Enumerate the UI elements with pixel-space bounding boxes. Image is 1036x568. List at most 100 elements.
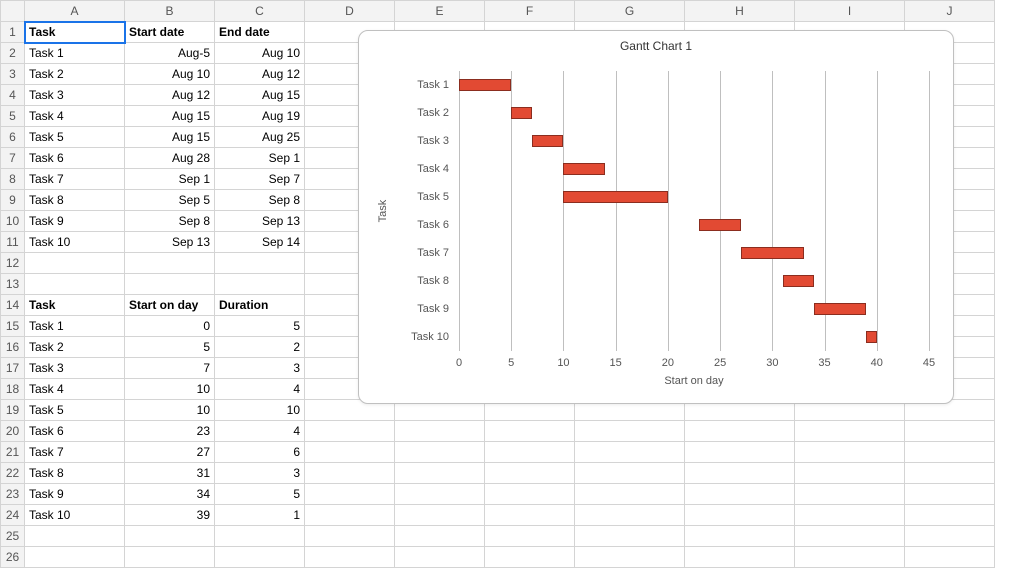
cell-A6[interactable]: Task 5 — [25, 127, 125, 148]
cell-A1[interactable]: Task — [25, 22, 125, 43]
cell-H22[interactable] — [685, 463, 795, 484]
cell-A19[interactable]: Task 5 — [25, 400, 125, 421]
cell-A12[interactable] — [25, 253, 125, 274]
row-header-5[interactable]: 5 — [1, 106, 25, 127]
cell-I26[interactable] — [795, 547, 905, 568]
cell-C21[interactable]: 6 — [215, 442, 305, 463]
cell-J23[interactable] — [905, 484, 995, 505]
cell-G21[interactable] — [575, 442, 685, 463]
cell-J24[interactable] — [905, 505, 995, 526]
row-header-2[interactable]: 2 — [1, 43, 25, 64]
cell-C9[interactable]: Sep 8 — [215, 190, 305, 211]
cell-D25[interactable] — [305, 526, 395, 547]
cell-A10[interactable]: Task 9 — [25, 211, 125, 232]
cell-A11[interactable]: Task 10 — [25, 232, 125, 253]
row-header-11[interactable]: 11 — [1, 232, 25, 253]
cell-C12[interactable] — [215, 253, 305, 274]
cell-H25[interactable] — [685, 526, 795, 547]
cell-D23[interactable] — [305, 484, 395, 505]
cell-A2[interactable]: Task 1 — [25, 43, 125, 64]
row-header-20[interactable]: 20 — [1, 421, 25, 442]
cell-B1[interactable]: Start date — [125, 22, 215, 43]
cell-J25[interactable] — [905, 526, 995, 547]
row-header-22[interactable]: 22 — [1, 463, 25, 484]
cell-A7[interactable]: Task 6 — [25, 148, 125, 169]
col-header-F[interactable]: F — [485, 1, 575, 22]
cell-B7[interactable]: Aug 28 — [125, 148, 215, 169]
cell-C18[interactable]: 4 — [215, 379, 305, 400]
row-header-25[interactable]: 25 — [1, 526, 25, 547]
cell-C3[interactable]: Aug 12 — [215, 64, 305, 85]
cell-D24[interactable] — [305, 505, 395, 526]
cell-A8[interactable]: Task 7 — [25, 169, 125, 190]
cell-A13[interactable] — [25, 274, 125, 295]
cell-F20[interactable] — [485, 421, 575, 442]
cell-H26[interactable] — [685, 547, 795, 568]
cell-B2[interactable]: Aug-5 — [125, 43, 215, 64]
cell-C25[interactable] — [215, 526, 305, 547]
row-header-3[interactable]: 3 — [1, 64, 25, 85]
cell-B8[interactable]: Sep 1 — [125, 169, 215, 190]
cell-C5[interactable]: Aug 19 — [215, 106, 305, 127]
cell-A15[interactable]: Task 1 — [25, 316, 125, 337]
row-header-17[interactable]: 17 — [1, 358, 25, 379]
cell-C8[interactable]: Sep 7 — [215, 169, 305, 190]
cell-G25[interactable] — [575, 526, 685, 547]
col-header-I[interactable]: I — [795, 1, 905, 22]
gantt-chart[interactable]: Gantt Chart 1 Task 1Task 2Task 3Task 4Ta… — [358, 30, 954, 404]
cell-B9[interactable]: Sep 5 — [125, 190, 215, 211]
cell-J26[interactable] — [905, 547, 995, 568]
col-header-E[interactable]: E — [395, 1, 485, 22]
cell-C22[interactable]: 3 — [215, 463, 305, 484]
cell-B18[interactable]: 10 — [125, 379, 215, 400]
cell-J20[interactable] — [905, 421, 995, 442]
cell-B17[interactable]: 7 — [125, 358, 215, 379]
cell-F21[interactable] — [485, 442, 575, 463]
cell-J21[interactable] — [905, 442, 995, 463]
cell-C14[interactable]: Duration — [215, 295, 305, 316]
cell-B4[interactable]: Aug 12 — [125, 85, 215, 106]
row-header-18[interactable]: 18 — [1, 379, 25, 400]
cell-E20[interactable] — [395, 421, 485, 442]
cell-E24[interactable] — [395, 505, 485, 526]
cell-B13[interactable] — [125, 274, 215, 295]
cell-A14[interactable]: Task — [25, 295, 125, 316]
col-header-J[interactable]: J — [905, 1, 995, 22]
cell-C6[interactable]: Aug 25 — [215, 127, 305, 148]
col-header-G[interactable]: G — [575, 1, 685, 22]
cell-B22[interactable]: 31 — [125, 463, 215, 484]
cell-A26[interactable] — [25, 547, 125, 568]
row-header-26[interactable]: 26 — [1, 547, 25, 568]
cell-A20[interactable]: Task 6 — [25, 421, 125, 442]
row-header-10[interactable]: 10 — [1, 211, 25, 232]
cell-A16[interactable]: Task 2 — [25, 337, 125, 358]
cell-B23[interactable]: 34 — [125, 484, 215, 505]
cell-C2[interactable]: Aug 10 — [215, 43, 305, 64]
cell-C17[interactable]: 3 — [215, 358, 305, 379]
row-header-13[interactable]: 13 — [1, 274, 25, 295]
cell-H24[interactable] — [685, 505, 795, 526]
col-header-C[interactable]: C — [215, 1, 305, 22]
cell-B21[interactable]: 27 — [125, 442, 215, 463]
cell-B25[interactable] — [125, 526, 215, 547]
col-header-B[interactable]: B — [125, 1, 215, 22]
row-header-8[interactable]: 8 — [1, 169, 25, 190]
row-header-6[interactable]: 6 — [1, 127, 25, 148]
cell-F25[interactable] — [485, 526, 575, 547]
cell-D26[interactable] — [305, 547, 395, 568]
cell-F24[interactable] — [485, 505, 575, 526]
spreadsheet[interactable]: ABCDEFGHIJ1TaskStart dateEnd date2Task 1… — [0, 0, 1036, 549]
col-header-A[interactable]: A — [25, 1, 125, 22]
cell-C7[interactable]: Sep 1 — [215, 148, 305, 169]
row-header-1[interactable]: 1 — [1, 22, 25, 43]
cell-C15[interactable]: 5 — [215, 316, 305, 337]
cell-B12[interactable] — [125, 253, 215, 274]
cell-B26[interactable] — [125, 547, 215, 568]
cell-I25[interactable] — [795, 526, 905, 547]
cell-C26[interactable] — [215, 547, 305, 568]
cell-J22[interactable] — [905, 463, 995, 484]
cell-D21[interactable] — [305, 442, 395, 463]
row-header-4[interactable]: 4 — [1, 85, 25, 106]
cell-I22[interactable] — [795, 463, 905, 484]
cell-C20[interactable]: 4 — [215, 421, 305, 442]
